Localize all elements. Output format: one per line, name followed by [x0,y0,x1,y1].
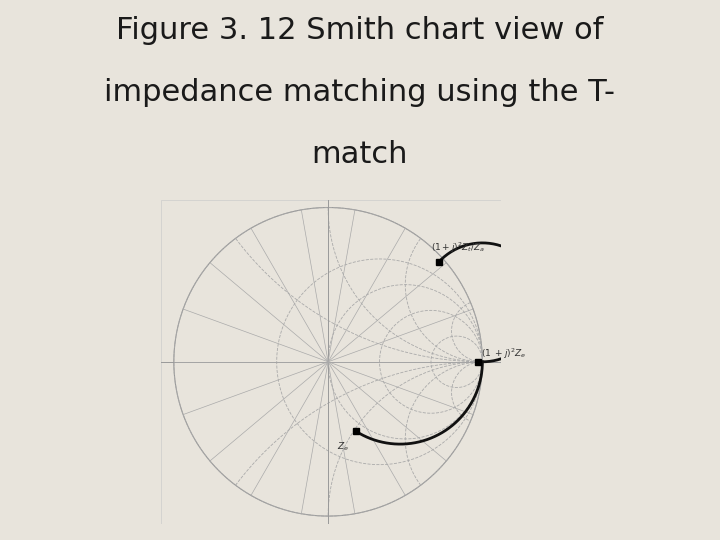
Text: Figure 3. 12 Smith chart view of: Figure 3. 12 Smith chart view of [117,16,603,45]
Bar [161,200,501,524]
Text: $(1+j)^2Z_t/Z_a$: $(1+j)^2Z_t/Z_a$ [431,240,486,255]
Text: match: match [312,140,408,170]
Text: impedance matching using the T-: impedance matching using the T- [104,78,616,107]
Text: $(1\ +j)^2Z_e$: $(1\ +j)^2Z_e$ [481,347,526,361]
Text: $Z_e$: $Z_e$ [338,441,349,453]
